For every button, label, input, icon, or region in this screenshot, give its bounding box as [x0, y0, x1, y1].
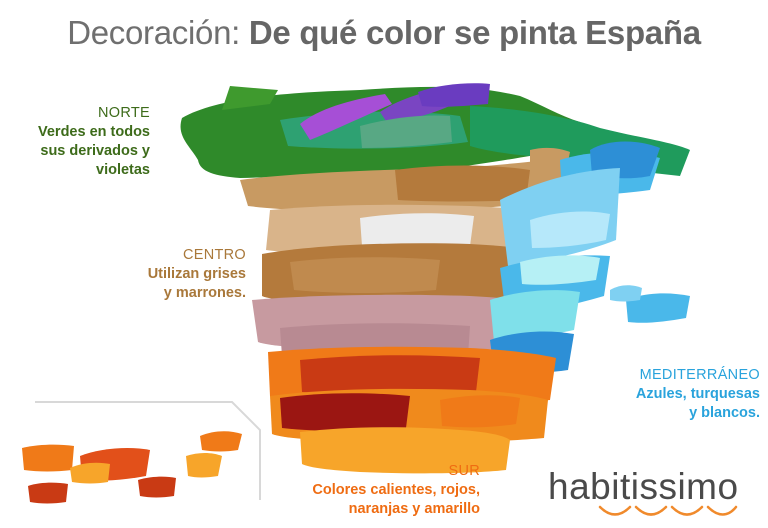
brand-logo: habitissimo	[548, 466, 739, 507]
region-mediterraneo: MEDITERRÁNEO Azules, turquesas y blancos…	[585, 366, 760, 423]
region-centro: CENTRO Utilizan grises y marrones.	[56, 246, 246, 303]
region-mediterraneo-description: Azules, turquesas y blancos.	[635, 386, 760, 421]
page-title: Decoración: De qué color se pinta España	[0, 14, 768, 52]
region-norte: NORTE Verdes en todos sus derivados y vi…	[0, 104, 150, 180]
region-mediterraneo-name: MEDITERRÁNEO	[639, 367, 760, 383]
region-norte-description: Verdes en todos sus derivados y violetas	[37, 124, 150, 178]
sur-strokes	[268, 346, 556, 474]
centro-strokes	[240, 147, 570, 305]
region-centro-description: Utilizan grises y marrones.	[147, 266, 246, 301]
mediterraneo-strokes	[490, 141, 690, 374]
region-norte-name: NORTE	[98, 105, 150, 121]
region-sur-name: SUR	[448, 463, 480, 479]
region-sur-description: Colores calientes, rojos, naranjas y ama…	[312, 482, 480, 517]
region-sur: SUR Colores calientes, rojos, naranjas y…	[300, 462, 480, 519]
canary-inset-border	[35, 401, 261, 500]
brand-logo-smile-icon	[598, 505, 738, 516]
canarias-strokes	[22, 431, 242, 504]
region-centro-name: CENTRO	[182, 247, 246, 263]
title-main: De qué color se pinta España	[248, 14, 701, 51]
title-prefix: Decoración:	[67, 14, 240, 51]
